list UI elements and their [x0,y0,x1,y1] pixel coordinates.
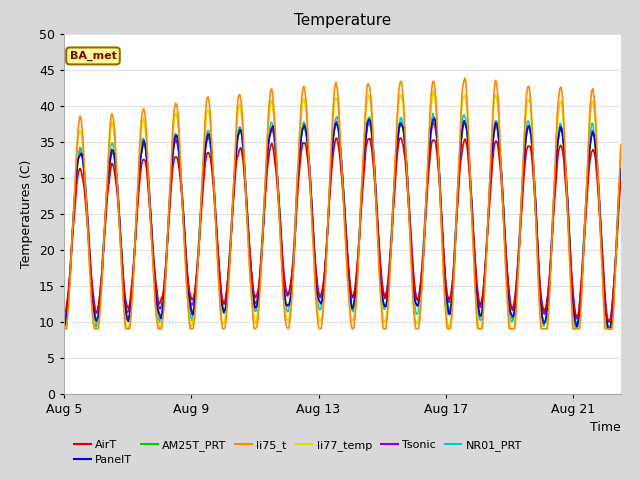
li77_temp [430,88,438,94]
li75_t [60,326,68,332]
AM25T_PRT [617,168,625,173]
PanelT [604,326,612,332]
AM25T_PRT [436,174,444,180]
Tsonic [435,165,443,171]
li75_t [298,91,306,96]
NR01_PRT [60,326,68,332]
NR01_PRT [202,138,209,144]
li75_t [461,75,468,81]
li77_temp [617,151,625,157]
li77_temp [373,226,381,232]
AM25T_PRT [338,168,346,173]
AirT [605,319,613,324]
AirT [436,183,444,189]
NR01_PRT [617,161,625,167]
AM25T_PRT [298,127,306,132]
li77_temp [436,185,444,191]
AM25T_PRT [202,146,209,152]
li77_temp [298,103,306,109]
PanelT [617,166,625,172]
AM25T_PRT [374,229,381,235]
Line: Tsonic: Tsonic [64,121,621,322]
Legend: AirT, PanelT, AM25T_PRT, li75_t, li77_temp, Tsonic, NR01_PRT: AirT, PanelT, AM25T_PRT, li75_t, li77_te… [70,435,527,469]
Tsonic [371,166,378,172]
Text: BA_met: BA_met [70,51,116,61]
AirT [373,217,381,223]
li75_t [202,112,209,118]
PanelT [431,115,438,121]
AM25T_PRT [366,115,374,121]
Tsonic [617,173,625,179]
li77_temp [202,126,209,132]
li77_temp [60,326,68,332]
NR01_PRT [436,184,444,190]
Tsonic [60,318,68,324]
Tsonic [605,319,612,324]
NR01_PRT [298,124,306,130]
Line: li75_t: li75_t [64,78,621,329]
Line: AM25T_PRT: AM25T_PRT [64,118,621,329]
NR01_PRT [371,170,378,176]
PanelT [436,176,444,181]
li77_temp [371,177,378,182]
Line: PanelT: PanelT [64,118,621,329]
PanelT [373,217,381,223]
NR01_PRT [338,172,346,178]
PanelT [202,146,209,152]
li75_t [371,169,378,175]
Tsonic [298,127,306,132]
Line: li77_temp: li77_temp [64,91,621,329]
AirT [60,311,68,317]
NR01_PRT [373,222,381,228]
PanelT [371,167,378,172]
li75_t [373,227,381,233]
Tsonic [338,166,346,171]
AirT [617,178,625,184]
PanelT [338,167,346,173]
Tsonic [373,210,381,216]
Title: Temperature: Temperature [294,13,391,28]
AirT [397,135,404,141]
AM25T_PRT [60,319,68,325]
li75_t [338,171,346,177]
li77_temp [338,174,346,180]
X-axis label: Time: Time [590,421,621,434]
li75_t [617,142,625,148]
AM25T_PRT [371,180,379,186]
PanelT [298,129,306,134]
Tsonic [461,119,468,124]
Line: AirT: AirT [64,138,621,322]
Line: NR01_PRT: NR01_PRT [64,114,621,329]
AirT [338,180,346,185]
AirT [298,143,306,149]
AirT [371,178,378,183]
Y-axis label: Temperatures (C): Temperatures (C) [20,159,33,268]
li75_t [435,165,443,171]
AM25T_PRT [604,326,612,332]
Tsonic [202,147,209,153]
PanelT [60,322,68,328]
AirT [202,159,209,165]
NR01_PRT [429,111,437,117]
